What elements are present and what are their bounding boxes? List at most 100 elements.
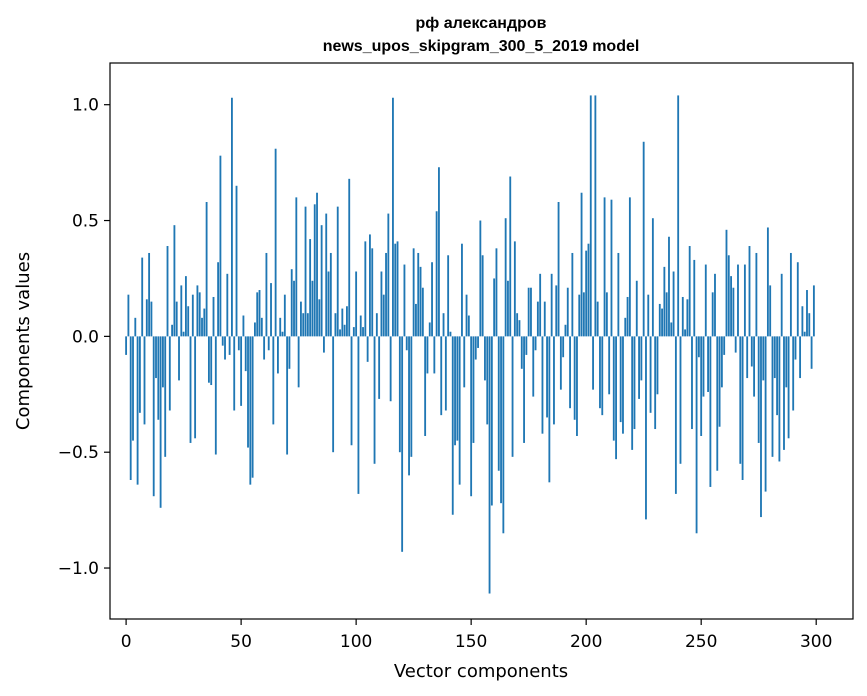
- bar: [693, 259, 696, 337]
- bar: [559, 336, 562, 390]
- bar: [481, 255, 484, 337]
- bar: [762, 336, 765, 381]
- bar: [369, 234, 371, 337]
- bar: [405, 336, 408, 351]
- bar: [313, 204, 316, 337]
- bar: [769, 285, 772, 337]
- bar: [674, 336, 677, 494]
- bar: [456, 336, 459, 441]
- bar: [428, 322, 431, 337]
- bar: [274, 148, 277, 337]
- bar: [382, 294, 385, 337]
- bar: [304, 206, 307, 337]
- bar: [610, 199, 613, 337]
- bar: [562, 336, 565, 358]
- bar: [270, 283, 272, 337]
- bar: [182, 331, 185, 337]
- x-tick-label: 200: [570, 632, 602, 652]
- bar: [704, 264, 707, 337]
- bar: [525, 336, 528, 355]
- bar: [203, 308, 206, 337]
- bar: [741, 336, 744, 480]
- bar: [787, 336, 790, 439]
- bar: [615, 336, 617, 460]
- bar: [773, 336, 776, 379]
- bar: [380, 271, 383, 337]
- bar: [263, 336, 266, 360]
- bar: [679, 336, 682, 464]
- bar: [601, 336, 604, 416]
- bar: [739, 336, 742, 464]
- bar: [663, 266, 666, 337]
- bar: [794, 336, 797, 360]
- bar: [711, 292, 714, 337]
- bar: [555, 285, 558, 337]
- bar: [753, 336, 756, 397]
- bar: [474, 336, 477, 360]
- bar: [272, 336, 275, 425]
- bar: [626, 296, 629, 337]
- bar: [472, 336, 475, 443]
- bar: [649, 336, 652, 413]
- bar: [695, 336, 698, 534]
- bar: [290, 269, 293, 337]
- bars-group: [125, 95, 815, 594]
- bar: [366, 336, 369, 362]
- bar: [168, 336, 171, 411]
- bar: [281, 331, 284, 337]
- bar: [518, 320, 521, 337]
- bar: [454, 336, 456, 446]
- bar: [194, 336, 197, 439]
- bar: [691, 336, 693, 430]
- bar: [417, 252, 420, 337]
- bar: [323, 336, 325, 353]
- bar: [447, 255, 450, 337]
- bar: [686, 299, 689, 337]
- bar: [497, 336, 500, 471]
- bar: [638, 336, 640, 399]
- bar: [283, 294, 286, 337]
- bar: [635, 280, 638, 337]
- bar: [548, 336, 551, 483]
- bar: [148, 252, 151, 337]
- bar: [212, 296, 215, 337]
- bar: [553, 336, 555, 425]
- bar: [484, 336, 486, 381]
- bar: [424, 336, 427, 436]
- bar: [205, 202, 208, 337]
- bar: [228, 336, 231, 355]
- bar: [714, 273, 716, 337]
- bar: [605, 292, 608, 337]
- bar: [221, 336, 224, 346]
- bar: [488, 336, 491, 594]
- bar: [743, 264, 746, 337]
- bar: [217, 262, 220, 337]
- bar: [718, 336, 721, 427]
- bar: [734, 336, 737, 353]
- bar: [433, 336, 436, 374]
- bar: [348, 178, 351, 337]
- bar: [479, 220, 482, 337]
- x-tick-label: 150: [455, 632, 487, 652]
- bar: [134, 317, 137, 337]
- bar: [750, 336, 753, 367]
- bar: [465, 294, 468, 337]
- bar: [435, 211, 438, 337]
- bar: [571, 252, 574, 337]
- bar: [594, 95, 597, 337]
- bar: [760, 336, 762, 518]
- bar: [256, 292, 259, 337]
- bar: [233, 336, 236, 411]
- bar: [661, 308, 663, 337]
- bar: [125, 336, 128, 355]
- y-axis-ticks: −1.0 −0.5 0.0 0.5 1.0: [58, 96, 110, 579]
- bar: [789, 252, 792, 337]
- bar: [421, 287, 424, 337]
- bar: [569, 336, 571, 409]
- bar: [783, 336, 785, 450]
- bar: [440, 336, 443, 416]
- bar: [672, 271, 675, 337]
- bar: [520, 336, 523, 369]
- bar: [585, 250, 588, 337]
- bar: [378, 336, 381, 399]
